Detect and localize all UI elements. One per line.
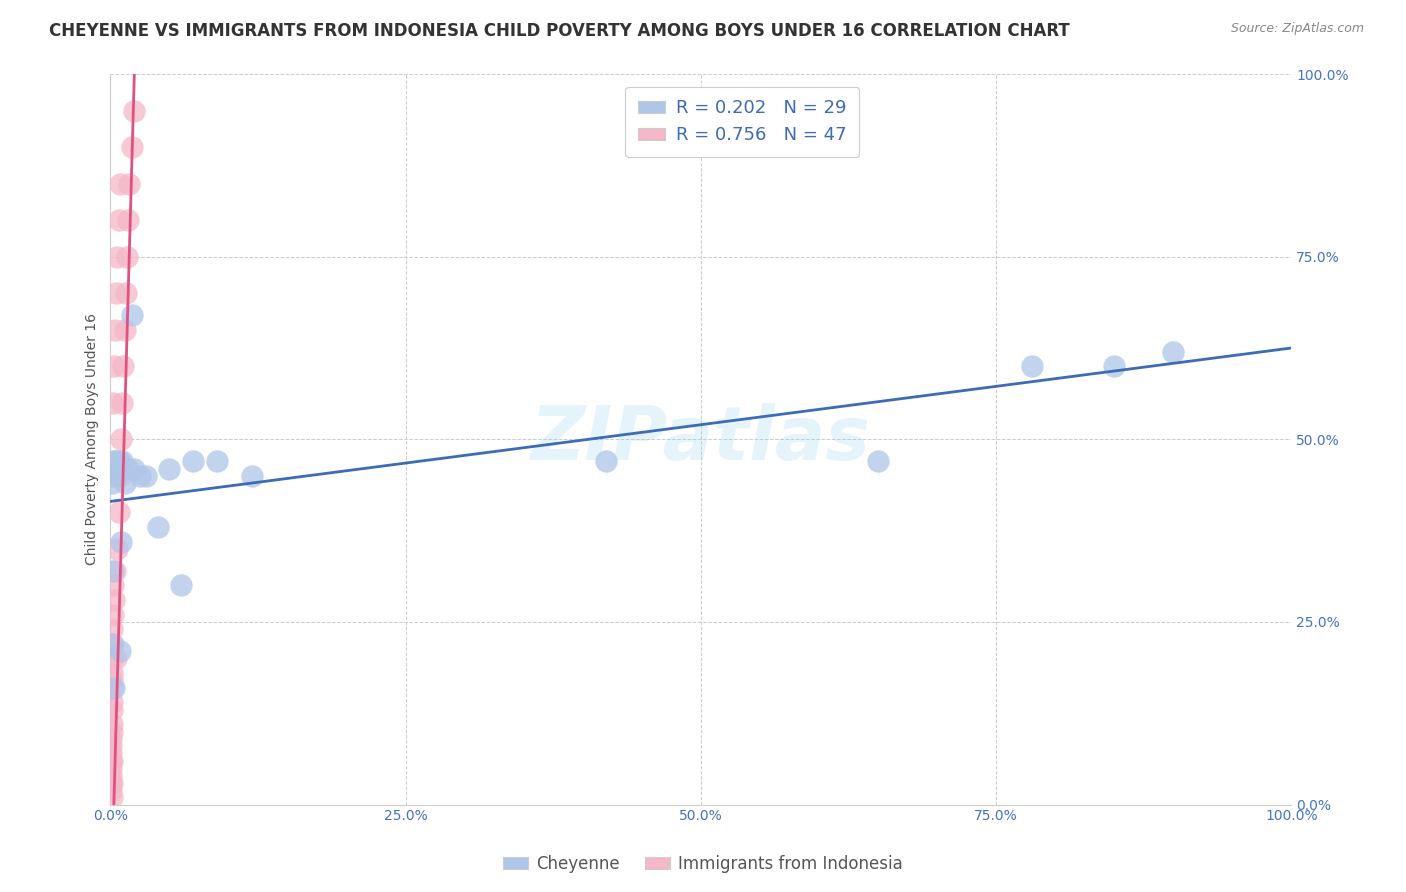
Point	[104, 323, 127, 337]
Point	[122, 461, 145, 475]
Point	[107, 213, 129, 227]
Point	[107, 505, 129, 519]
Point	[101, 681, 124, 695]
Point	[101, 564, 124, 578]
Text: CHEYENNE VS IMMIGRANTS FROM INDONESIA CHILD POVERTY AMONG BOYS UNDER 16 CORRELAT: CHEYENNE VS IMMIGRANTS FROM INDONESIA CH…	[49, 22, 1070, 40]
Point	[121, 308, 143, 322]
Point	[101, 637, 124, 651]
Point	[103, 593, 125, 607]
Point	[100, 739, 122, 754]
Point	[100, 724, 122, 739]
Point	[103, 468, 125, 483]
Point	[100, 775, 122, 789]
Point	[108, 468, 131, 483]
Point	[115, 250, 138, 264]
Point	[105, 468, 128, 483]
Point	[121, 140, 143, 154]
Legend: Cheyenne, Immigrants from Indonesia: Cheyenne, Immigrants from Indonesia	[496, 848, 910, 880]
Point	[181, 454, 204, 468]
Point	[129, 468, 152, 483]
Point	[100, 775, 122, 789]
Point	[111, 454, 134, 468]
Point	[240, 468, 263, 483]
Point	[100, 622, 122, 636]
Point	[595, 454, 617, 468]
Point	[114, 476, 136, 491]
Point	[101, 695, 124, 709]
Y-axis label: Child Poverty Among Boys Under 16: Child Poverty Among Boys Under 16	[86, 313, 100, 566]
Point	[100, 703, 122, 717]
Point	[114, 323, 136, 337]
Point	[100, 673, 122, 688]
Point	[1161, 344, 1184, 359]
Point	[100, 731, 122, 746]
Point	[100, 768, 122, 782]
Point	[146, 520, 169, 534]
Point	[1102, 359, 1125, 374]
Point	[104, 564, 127, 578]
Legend: R = 0.202   N = 29, R = 0.756   N = 47: R = 0.202 N = 29, R = 0.756 N = 47	[626, 87, 859, 157]
Point	[170, 578, 193, 592]
Point	[100, 747, 122, 761]
Point	[100, 754, 122, 768]
Point	[103, 454, 125, 468]
Point	[100, 761, 122, 775]
Text: ZIPatlas: ZIPatlas	[531, 403, 870, 475]
Point	[105, 286, 128, 301]
Point	[1021, 359, 1043, 374]
Point	[101, 578, 124, 592]
Point	[117, 461, 139, 475]
Point	[103, 681, 125, 695]
Point	[101, 666, 124, 681]
Point	[105, 651, 128, 665]
Point	[866, 454, 889, 468]
Point	[122, 103, 145, 118]
Point	[103, 359, 125, 374]
Point	[112, 359, 135, 374]
Point	[104, 454, 127, 468]
Point	[100, 754, 122, 768]
Point	[101, 461, 124, 475]
Point	[107, 454, 129, 468]
Point	[108, 177, 131, 191]
Point	[118, 177, 141, 191]
Point	[110, 534, 132, 549]
Point	[101, 717, 124, 731]
Point	[135, 468, 157, 483]
Point	[100, 790, 122, 805]
Point	[114, 286, 136, 301]
Text: Source: ZipAtlas.com: Source: ZipAtlas.com	[1230, 22, 1364, 36]
Point	[110, 433, 132, 447]
Point	[100, 783, 122, 797]
Point	[107, 250, 129, 264]
Point	[117, 213, 139, 227]
Point	[100, 637, 122, 651]
Point	[205, 454, 228, 468]
Point	[111, 396, 134, 410]
Point	[101, 396, 124, 410]
Point	[159, 461, 181, 475]
Point	[101, 607, 124, 622]
Point	[107, 541, 129, 556]
Point	[100, 651, 122, 665]
Point	[100, 476, 122, 491]
Point	[108, 644, 131, 658]
